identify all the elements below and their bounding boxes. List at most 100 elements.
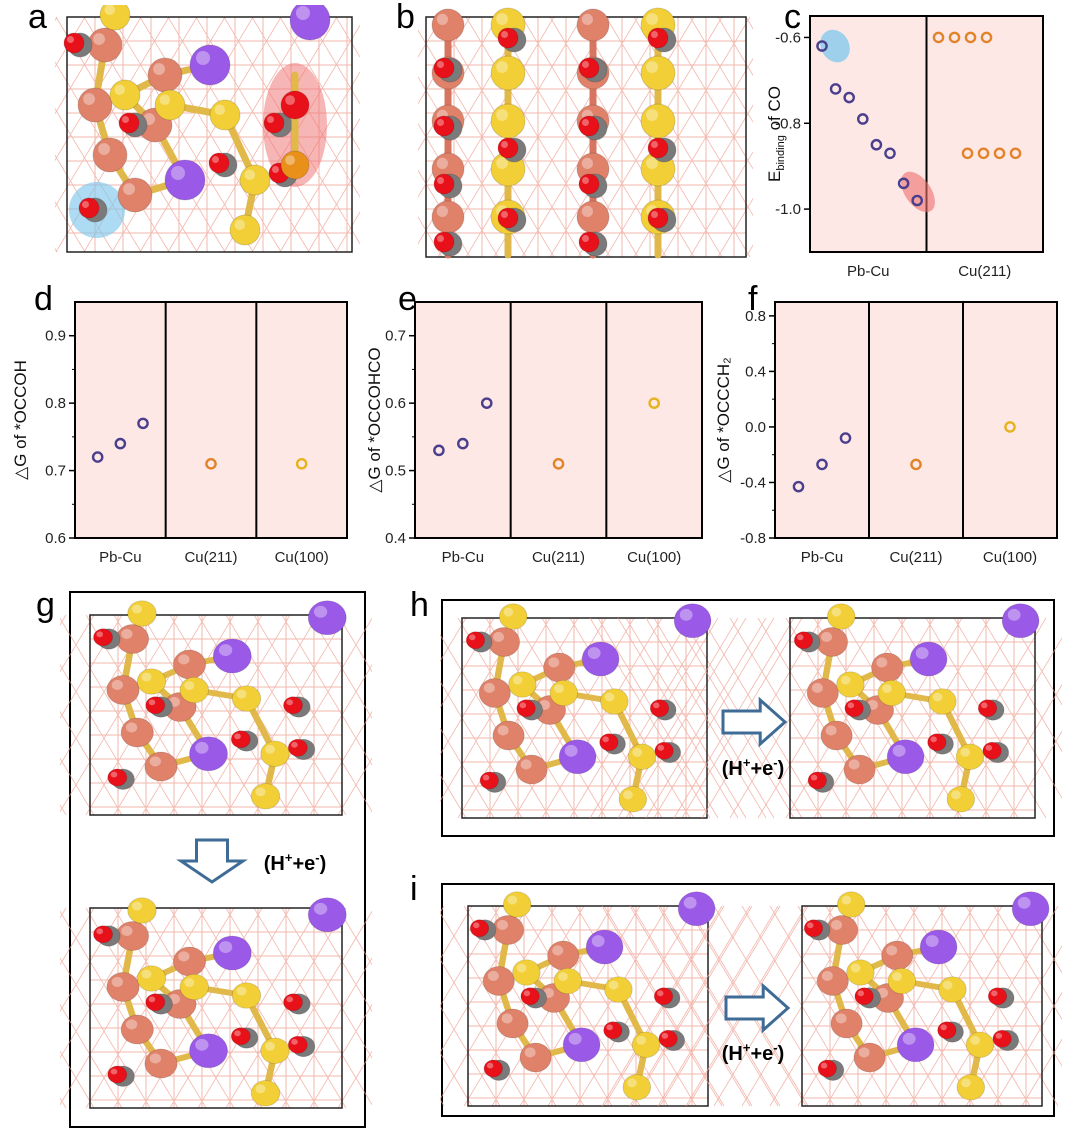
- sulfur-atom: [260, 740, 290, 767]
- cu-lattice: [589, 617, 1062, 819]
- lattice-line: [993, 905, 1062, 1021]
- oxygen-atom: [520, 987, 540, 1006]
- chart-frame: [414, 301, 703, 539]
- lattice-line: [60, 710, 123, 816]
- oxygen-atom: [230, 1027, 251, 1046]
- panel-label-h: h: [410, 586, 429, 624]
- lead-atom-shine: [683, 896, 697, 909]
- copper-atom-shine: [835, 1013, 847, 1024]
- sulfur-atom-shine: [646, 13, 658, 25]
- sulfur-atom-shine: [132, 604, 142, 614]
- copper-atom: [543, 652, 576, 683]
- copper-atom: [120, 1014, 154, 1045]
- lattice-line: [55, 247, 58, 253]
- lead-atom: [896, 1027, 935, 1063]
- lattice-line: [60, 757, 95, 816]
- lattice-line: [541, 617, 663, 819]
- oxygen-atom-shine: [582, 235, 589, 242]
- cell-boundary: [66, 16, 353, 253]
- lead-atom: [886, 739, 925, 775]
- lattice-line: [953, 617, 1062, 799]
- oxygen-atom-shine: [602, 736, 609, 743]
- copper-atom: [92, 137, 128, 173]
- y-tick-label: 0.4: [385, 530, 406, 547]
- data-point: [977, 147, 990, 160]
- sulfur-atom-shine: [512, 675, 523, 685]
- chart-panel-bg: [165, 302, 257, 538]
- blue-highlight-ellipse: [820, 29, 850, 63]
- y-axis-label-group: △G of *OCCCH₂: [715, 357, 733, 482]
- lead-atom-shine: [679, 608, 693, 621]
- lead-atom-shine: [591, 935, 605, 947]
- lead-atom-shine: [1007, 608, 1021, 621]
- oxygen-atom: [107, 1065, 128, 1084]
- copper-atom: [806, 678, 839, 708]
- lattice-line: [547, 905, 669, 1107]
- sulfur-atom-shine: [255, 1084, 266, 1094]
- lead-atom: [189, 44, 231, 86]
- lattice-line: [597, 617, 719, 819]
- lead-atom: [189, 1033, 228, 1069]
- data-point: [829, 83, 842, 95]
- oxygen-atom-shine: [148, 996, 156, 1003]
- copper-atom-shine: [848, 759, 860, 770]
- sulfur-atom-shine: [104, 5, 115, 15]
- oxygen-atom-shine: [501, 141, 508, 148]
- lattice-line: [440, 617, 467, 663]
- copper-atom-shine: [436, 157, 448, 169]
- lead-atom-shine: [195, 1038, 209, 1051]
- oxygen-atom-shine: [234, 733, 241, 740]
- sulfur-atom: [946, 786, 976, 813]
- copper-atom: [117, 177, 153, 213]
- oxygen-atom: [599, 733, 619, 752]
- lattice-line: [60, 907, 67, 919]
- lead-atom: [164, 159, 206, 201]
- reaction-arrow-icon: [176, 838, 248, 884]
- oxygen-atom-shine: [437, 235, 444, 242]
- sulfur-atom-shine: [236, 689, 247, 699]
- data-point: [114, 437, 127, 450]
- copper-atom-shine: [581, 205, 593, 217]
- structure-b: [418, 7, 753, 259]
- oxygen-atom-shine: [267, 116, 274, 123]
- oxygen-atom: [987, 987, 1008, 1006]
- oxygen-atom-shine: [991, 990, 998, 997]
- sulfur-atom: [179, 973, 209, 1001]
- sulfur-atom: [127, 897, 157, 924]
- copper-atom-shine: [811, 682, 823, 693]
- copper-atom: [115, 921, 150, 951]
- structure-h: (H++e-): [440, 599, 1062, 837]
- panel-label-i: i: [410, 870, 418, 908]
- oxygen-atom: [479, 771, 499, 790]
- oxygen-atom-shine: [286, 699, 294, 706]
- oxygen-atom-shine: [437, 119, 444, 126]
- oxygen-atom: [793, 631, 814, 650]
- sulfur-atom-shine: [265, 1041, 275, 1051]
- lattice-line: [55, 16, 114, 115]
- lattice-line: [769, 905, 891, 1107]
- lead-atom: [581, 641, 620, 677]
- lead-atom: [1001, 603, 1040, 639]
- sulfur-atom-shine: [636, 1035, 646, 1045]
- data-point: [137, 417, 149, 430]
- y-tick-label: -1.0: [775, 201, 801, 218]
- lattice-line: [653, 617, 775, 819]
- oxygen-atom: [433, 173, 455, 195]
- panel-label-b: b: [396, 0, 415, 36]
- oxygen-atom-shine: [810, 774, 818, 781]
- oxygen-atom: [93, 628, 114, 647]
- y-tick-label: -0.8: [775, 115, 801, 132]
- lattice-line: [689, 151, 753, 258]
- lattice-line: [335, 16, 360, 58]
- lead-atom: [212, 935, 252, 971]
- oxygen-atom: [433, 115, 455, 137]
- lattice-line: [418, 29, 555, 258]
- chart-frame: [809, 15, 1044, 253]
- copper-atom-shine: [436, 13, 448, 25]
- sulfur-atom-shine: [970, 1035, 980, 1045]
- data-point: [552, 458, 565, 470]
- data-point: [857, 113, 869, 125]
- lattice-line: [717, 197, 753, 258]
- sulfur-atom-shine: [558, 972, 568, 981]
- cell-boundary: [89, 614, 343, 816]
